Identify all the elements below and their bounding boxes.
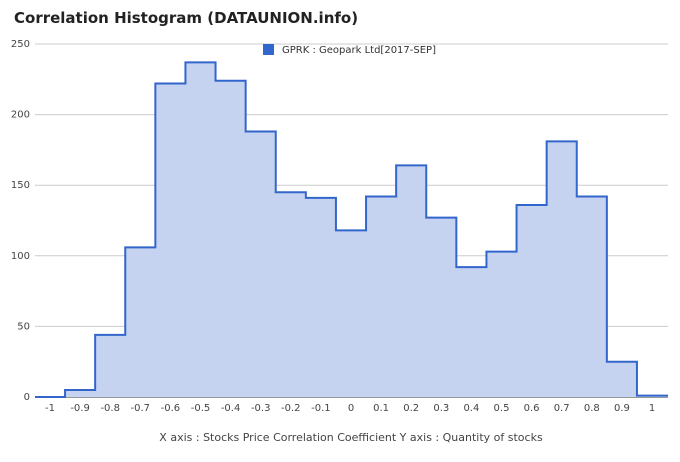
- legend-swatch: [263, 44, 274, 55]
- x-tick-label: -0.5: [191, 403, 211, 414]
- histogram-bin: [547, 141, 577, 397]
- x-tick-label: -0.8: [100, 403, 120, 414]
- x-tick-label: -0.1: [311, 403, 331, 414]
- x-tick-label: 0.4: [463, 403, 479, 414]
- x-tick-label: 0.9: [614, 403, 630, 414]
- histogram-bin: [577, 196, 607, 397]
- chart-title: Correlation Histogram (DATAUNION.info): [14, 9, 359, 27]
- x-tick-label: 0.6: [524, 403, 540, 414]
- histogram-bin: [366, 196, 396, 397]
- histogram-bin: [155, 84, 185, 397]
- x-tick-label: 0.7: [554, 403, 570, 414]
- x-tick-label: 0.2: [403, 403, 419, 414]
- histogram-bin: [306, 198, 336, 397]
- y-tick-label: 50: [17, 321, 30, 332]
- histogram-bin: [486, 252, 516, 397]
- histogram-bin: [95, 335, 125, 397]
- histogram-bin: [426, 218, 456, 397]
- histogram-bin: [517, 205, 547, 397]
- x-tick-label: -0.7: [131, 403, 151, 414]
- x-tick-label: 0.3: [433, 403, 449, 414]
- x-tick-label: 0.1: [373, 403, 389, 414]
- histogram-bin: [637, 396, 668, 397]
- histogram-bin: [216, 81, 246, 397]
- histogram-bin: [607, 362, 637, 397]
- x-tick-label: 0.8: [584, 403, 600, 414]
- histogram-bin: [456, 267, 486, 397]
- y-axis-ticks: 0 50 100 150 200 250: [11, 39, 30, 403]
- x-tick-label: -0.9: [70, 403, 90, 414]
- histogram-bin: [276, 192, 306, 397]
- x-tick-label: 1: [649, 403, 655, 414]
- histogram-bin: [246, 132, 276, 397]
- axis-caption: X axis : Stocks Price Correlation Coeffi…: [159, 431, 543, 444]
- y-tick-label: 200: [11, 110, 30, 121]
- y-tick-label: 100: [11, 251, 30, 262]
- histogram-bin: [396, 165, 426, 397]
- x-tick-label: 0: [348, 403, 354, 414]
- y-tick-label: 0: [24, 392, 30, 403]
- histogram-bin: [185, 62, 215, 397]
- legend: GPRK : Geopark Ltd[2017-SEP]: [263, 44, 436, 56]
- histogram-bin: [336, 230, 366, 397]
- histogram-bin: [65, 390, 95, 397]
- legend-label: GPRK : Geopark Ltd[2017-SEP]: [282, 45, 436, 56]
- histogram-bin: [125, 247, 155, 397]
- x-tick-label: -0.6: [161, 403, 181, 414]
- y-tick-label: 150: [11, 180, 30, 191]
- histogram-fill: [35, 62, 668, 398]
- histogram-area: [35, 61, 668, 398]
- x-tick-label: -0.3: [251, 403, 271, 414]
- x-tick-label: 0.5: [494, 403, 510, 414]
- x-axis-ticks: -1 -0.9 -0.8 -0.7 -0.6 -0.5 -0.4 -0.3 -0.2 -0.1 0 0…: [45, 403, 655, 414]
- x-tick-label: -0.4: [221, 403, 241, 414]
- x-tick-label: -0.2: [281, 403, 301, 414]
- y-tick-label: 250: [11, 39, 30, 50]
- x-tick-label: -1: [45, 403, 55, 414]
- histogram-series-line: [35, 61, 668, 398]
